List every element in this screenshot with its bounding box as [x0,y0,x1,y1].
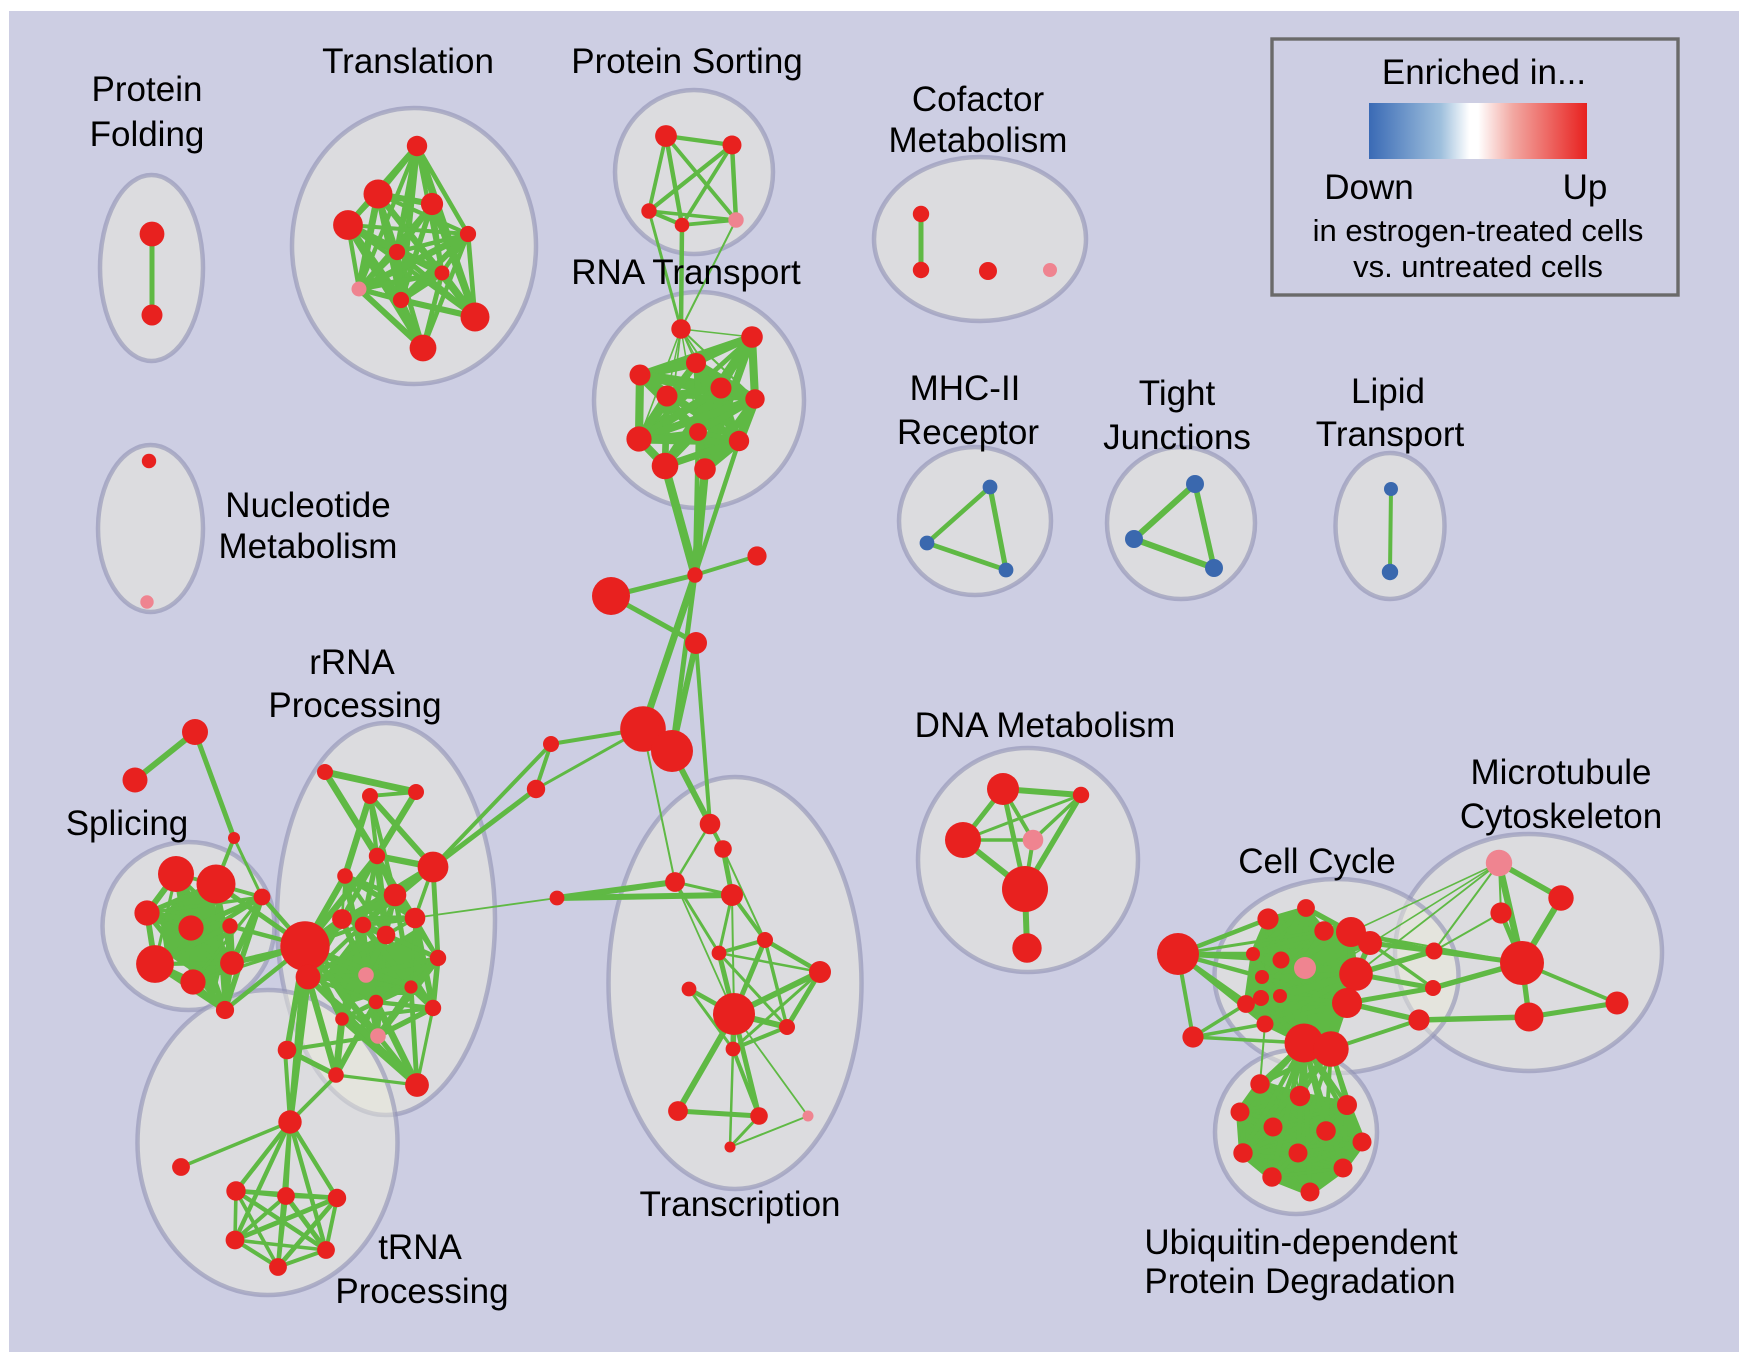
svg-text:Tight: Tight [1139,374,1216,413]
svg-text:tRNA: tRNA [378,1228,462,1267]
svg-text:Processing: Processing [335,1272,508,1311]
svg-text:rRNA: rRNA [309,643,395,682]
svg-text:Translation: Translation [322,42,494,81]
svg-text:Protein Sorting: Protein Sorting [571,42,803,81]
svg-text:Transcription: Transcription [640,1185,841,1224]
svg-text:Nucleotide: Nucleotide [225,486,390,525]
svg-text:Metabolism: Metabolism [889,121,1068,160]
svg-text:Junctions: Junctions [1103,418,1251,457]
svg-text:Cofactor: Cofactor [912,80,1045,119]
svg-text:Processing: Processing [268,686,441,725]
svg-text:Protein: Protein [92,70,203,109]
svg-text:Ubiquitin-dependent: Ubiquitin-dependent [1144,1223,1458,1262]
svg-text:Lipid: Lipid [1351,372,1425,411]
svg-text:Protein Degradation: Protein Degradation [1144,1262,1455,1301]
svg-text:Receptor: Receptor [897,413,1039,452]
svg-text:in estrogen-treated cells: in estrogen-treated cells [1313,213,1644,248]
svg-text:RNA Transport: RNA Transport [571,253,801,292]
svg-text:vs. untreated cells: vs. untreated cells [1353,249,1603,284]
svg-text:Metabolism: Metabolism [219,527,398,566]
svg-text:Cell Cycle: Cell Cycle [1238,842,1396,881]
svg-text:Folding: Folding [90,115,205,154]
svg-text:Enriched in...: Enriched in... [1382,53,1586,92]
svg-text:Cytoskeleton: Cytoskeleton [1460,797,1662,836]
svg-text:DNA Metabolism: DNA Metabolism [915,706,1176,745]
svg-text:Microtubule: Microtubule [1471,753,1652,792]
svg-text:Up: Up [1563,168,1608,207]
svg-text:MHC-II: MHC-II [910,369,1021,408]
svg-text:Splicing: Splicing [66,804,189,843]
svg-text:Down: Down [1324,168,1413,207]
svg-text:Transport: Transport [1316,415,1465,454]
